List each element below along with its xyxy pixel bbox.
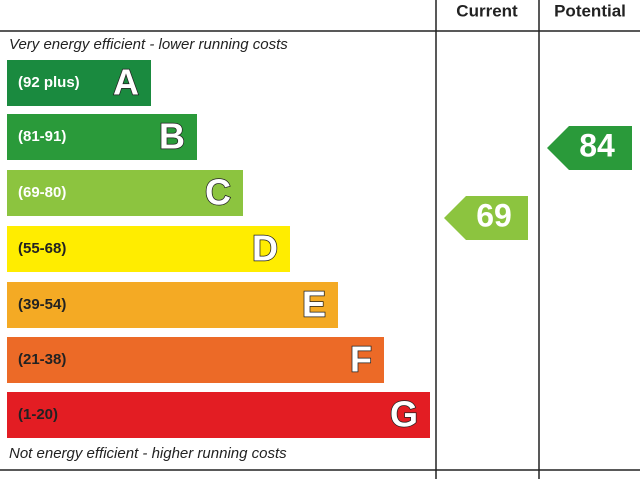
band-bar [7, 226, 290, 272]
bottom-note: Not energy efficient - higher running co… [9, 445, 287, 462]
band-bar [7, 282, 338, 328]
potential-rating: 84 [579, 127, 615, 163]
header-current: Current [456, 1, 518, 20]
band-letter: G [390, 394, 418, 435]
band-letter: D [252, 228, 278, 269]
band-bar [7, 114, 197, 160]
band-range: (39-54) [18, 296, 66, 313]
header-potential: Potential [554, 1, 626, 20]
potential-arrow: 84 [547, 126, 632, 170]
band-bar [7, 60, 151, 106]
band-letter: A [113, 62, 139, 103]
band-range: (1-20) [18, 406, 58, 423]
bands: (92 plus) A (81-91) B (69-80) C (55-68) D (39-54… [7, 60, 430, 438]
band-letter: E [302, 284, 326, 325]
band-letter: C [205, 172, 231, 213]
top-note: Very energy efficient - lower running co… [9, 36, 288, 53]
band-range: (81-91) [18, 128, 66, 145]
band-range: (92 plus) [18, 74, 80, 91]
band-range: (69-80) [18, 184, 66, 201]
band-bar [7, 337, 384, 383]
band-range: (21-38) [18, 351, 66, 368]
band-letter: B [159, 116, 185, 157]
band-bar [7, 392, 430, 438]
band-bar [7, 170, 243, 216]
current-rating: 69 [476, 197, 512, 233]
band-range: (55-68) [18, 240, 66, 257]
band-letter: F [350, 339, 372, 380]
current-arrow: 69 [444, 196, 528, 240]
